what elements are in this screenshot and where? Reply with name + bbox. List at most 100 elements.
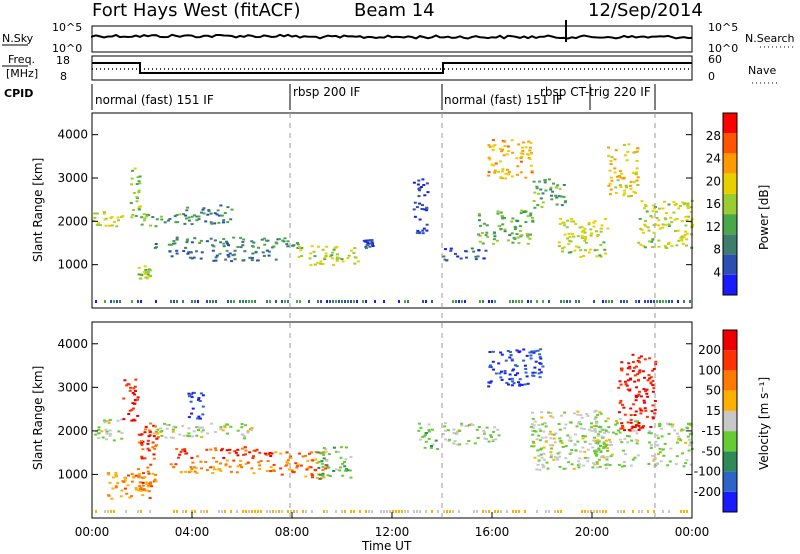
ground-scatter-cell	[443, 510, 445, 513]
scatter-cell	[647, 463, 651, 465]
scatter-cell	[364, 247, 368, 250]
scatter-cell	[623, 437, 627, 440]
scatter-cell	[349, 249, 353, 252]
scatter-cell	[95, 223, 99, 226]
scatter-cell	[641, 370, 645, 373]
ground-scatter-cell	[380, 510, 382, 513]
scatter-cell	[637, 378, 640, 381]
ground-scatter-cell	[683, 510, 685, 513]
ground-scatter-cell	[281, 300, 283, 303]
scatter-cell	[522, 359, 526, 362]
scatter-cell	[554, 194, 557, 197]
scatter-cell	[513, 228, 517, 230]
scatter-cell	[563, 411, 567, 414]
scatter-cell	[623, 154, 627, 157]
scatter-cell	[525, 375, 529, 378]
scatter-cell	[222, 238, 226, 240]
scatter-cell	[590, 429, 594, 432]
scatter-cell	[467, 424, 471, 427]
scatter-cell	[580, 234, 584, 237]
scatter-cell	[178, 453, 182, 456]
scatter-cell	[623, 413, 627, 416]
ground-scatter-cell	[350, 510, 352, 513]
scatter-cell	[629, 407, 633, 410]
scatter-cell	[519, 152, 523, 155]
scatter-cell	[686, 207, 690, 210]
scatter-cell	[654, 440, 658, 443]
scatter-cell	[126, 383, 130, 386]
scatter-cell	[529, 354, 533, 357]
scatter-cell	[614, 149, 618, 152]
scatter-cell	[520, 146, 524, 149]
scatter-cell	[195, 250, 198, 253]
scatter-cell	[659, 460, 663, 463]
scatter-cell	[139, 277, 143, 280]
scatter-cell	[429, 446, 433, 449]
scatter-cell	[564, 467, 568, 470]
ground-scatter-cell	[455, 300, 457, 303]
scatter-cell	[175, 236, 179, 239]
scatter-cell	[366, 242, 370, 245]
scatter-cell	[121, 480, 125, 483]
scatter-cell	[602, 456, 606, 459]
scatter-cell	[236, 454, 240, 457]
scatter-cell	[689, 211, 693, 213]
scatter-cell	[637, 361, 641, 364]
scatter-cell	[674, 463, 678, 466]
scatter-cell	[647, 374, 651, 377]
scatter-cell	[190, 396, 194, 399]
scatter-cell	[202, 207, 206, 210]
ground-scatter-cell	[329, 300, 331, 303]
scatter-cell	[143, 219, 146, 222]
xtick-label: 20:00	[575, 525, 610, 539]
scatter-cell	[444, 429, 447, 432]
scatter-cell	[524, 368, 528, 370]
scatter-cell	[635, 396, 638, 399]
scatter-cell	[337, 257, 341, 260]
scatter-cell	[289, 457, 293, 459]
scatter-cell	[629, 180, 633, 183]
scatter-cell	[135, 196, 139, 199]
scatter-cell	[622, 194, 626, 197]
scatter-cell	[308, 452, 311, 455]
scatter-cell	[464, 425, 468, 428]
scatter-cell	[643, 407, 647, 410]
scatter-cell	[193, 466, 197, 469]
scatter-cell	[604, 218, 608, 220]
scatter-cell	[549, 411, 553, 414]
scatter-cell	[206, 432, 210, 435]
scatter-cell	[529, 425, 533, 428]
scatter-cell	[637, 393, 641, 396]
ground-scatter-cell	[413, 510, 415, 513]
ground-scatter-cell	[431, 300, 433, 303]
scatter-cell	[533, 191, 537, 194]
scatter-cell	[608, 464, 612, 466]
scatter-cell	[510, 175, 514, 178]
scatter-cell	[638, 369, 642, 372]
scatter-cell	[568, 235, 572, 238]
scatter-cell	[560, 442, 564, 445]
scatter-cell	[609, 188, 613, 191]
scatter-cell	[243, 250, 247, 253]
velocity-xlabel: Time UT	[361, 539, 412, 553]
scatter-cell	[236, 448, 240, 451]
scatter-cell	[145, 215, 149, 218]
scatter-cell	[116, 216, 120, 219]
ground-scatter-cell	[656, 300, 658, 303]
scatter-cell	[587, 428, 591, 431]
scatter-cell	[623, 189, 627, 192]
scatter-cell	[279, 467, 283, 470]
scatter-cell	[615, 175, 619, 178]
scatter-cell	[417, 429, 421, 432]
scatter-cell	[318, 477, 322, 480]
scatter-cell	[214, 256, 218, 259]
ground-scatter-cell	[155, 300, 157, 303]
scatter-cell	[508, 356, 512, 359]
scatter-cell	[599, 412, 603, 415]
scatter-cell	[497, 362, 501, 365]
freq-trace	[92, 62, 692, 74]
scatter-cell	[575, 425, 579, 428]
scatter-cell	[670, 425, 674, 428]
scatter-cell	[532, 180, 536, 183]
scatter-cell	[641, 426, 645, 429]
